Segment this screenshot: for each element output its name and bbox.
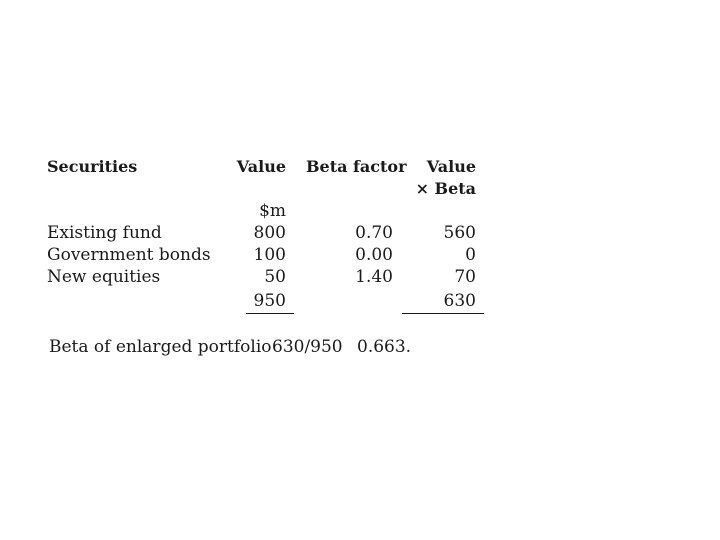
header-beta-factor: Beta factor <box>306 157 407 176</box>
total-value-underline <box>246 313 294 314</box>
result-label: Beta of enlarged portfolio <box>49 337 272 357</box>
row-value: 50 <box>264 267 286 287</box>
total-value: 950 <box>253 291 286 311</box>
header-value-x-beta-line2: × Beta <box>415 179 476 198</box>
total-value-x-beta: 630 <box>443 291 476 311</box>
row-value: 100 <box>253 245 286 265</box>
row-value-x-beta: 70 <box>454 267 476 287</box>
row-value-x-beta: 0 <box>465 245 476 265</box>
row-value-x-beta: 560 <box>443 223 476 243</box>
result-calculation: 630/950 <box>272 337 343 357</box>
row-beta: 1.40 <box>355 267 393 287</box>
result-value: 0.663. <box>357 337 412 357</box>
header-value-x-beta-line1: Value <box>426 157 476 176</box>
header-securities: Securities <box>47 157 138 176</box>
unit-label: $m <box>259 201 286 221</box>
row-value: 800 <box>253 223 286 243</box>
row-security: Existing fund <box>47 223 162 243</box>
row-beta: 0.70 <box>355 223 393 243</box>
row-security: New equities <box>47 267 161 287</box>
header-value: Value <box>236 157 286 176</box>
row-beta: 0.00 <box>355 245 393 265</box>
total-value-x-beta-underline <box>402 313 484 314</box>
row-security: Government bonds <box>47 245 211 265</box>
